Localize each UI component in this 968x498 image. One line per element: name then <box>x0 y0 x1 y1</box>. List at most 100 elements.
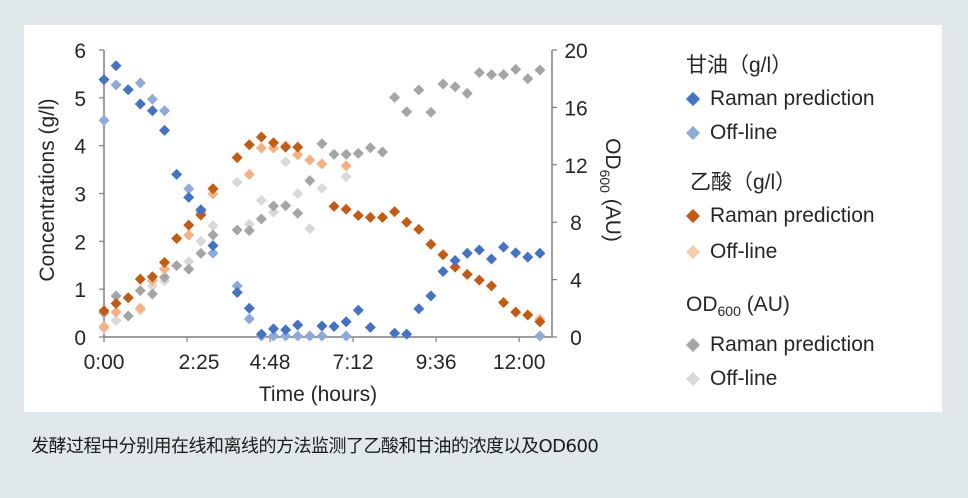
data-point <box>389 91 401 103</box>
data-point <box>231 280 243 292</box>
data-point <box>425 290 437 302</box>
data-point <box>316 158 328 170</box>
data-point <box>268 330 280 342</box>
x-tick-label: 9:36 <box>416 351 457 374</box>
y2-tick-label: 12 <box>564 155 587 178</box>
data-point <box>352 210 364 222</box>
legend-item-glycerol-offline: Off-line <box>685 121 777 145</box>
data-point <box>134 77 146 89</box>
diamond-marker-icon <box>685 208 701 224</box>
data-point <box>159 263 171 275</box>
data-point <box>207 247 219 259</box>
data-point <box>425 106 437 118</box>
data-point <box>376 211 388 223</box>
data-point <box>510 247 522 259</box>
data-point <box>304 175 316 187</box>
data-point <box>316 320 328 332</box>
y2-axis-label: OD600 (AU) <box>597 138 624 242</box>
data-point <box>231 152 243 164</box>
data-point <box>255 328 267 340</box>
legend-item-od-raman: Raman prediction <box>685 333 875 357</box>
data-point <box>159 105 171 117</box>
series-乙酸-raman-prediction <box>98 131 546 328</box>
data-point <box>146 280 158 292</box>
data-point <box>316 330 328 342</box>
y-tick-label: 3 <box>74 184 86 207</box>
data-point <box>304 330 316 342</box>
y2-tick-label: 20 <box>564 40 587 63</box>
data-point <box>437 249 449 261</box>
data-point <box>389 327 401 339</box>
y-tick-label: 6 <box>74 40 86 63</box>
data-point <box>522 73 534 85</box>
data-point <box>171 168 183 180</box>
data-point <box>437 265 449 277</box>
data-point <box>292 149 304 161</box>
data-point <box>292 207 304 219</box>
data-point <box>255 142 267 154</box>
data-point <box>473 274 485 286</box>
legend-label: Raman prediction <box>710 87 875 110</box>
data-point <box>183 256 195 268</box>
data-point <box>316 138 328 150</box>
data-point <box>522 309 534 321</box>
data-point <box>485 69 497 81</box>
data-point <box>268 137 280 149</box>
diamond-marker-icon <box>685 125 701 141</box>
data-point <box>401 328 413 340</box>
data-point <box>122 84 134 96</box>
data-point <box>146 93 158 105</box>
data-point <box>292 330 304 342</box>
data-point <box>498 241 510 253</box>
y2-tick-label: 8 <box>570 212 582 235</box>
diamond-marker-icon <box>685 244 701 260</box>
data-point <box>183 191 195 203</box>
data-point <box>255 194 267 206</box>
y-axis-label: Concentrations (g/l) <box>36 98 59 281</box>
data-point <box>292 188 304 200</box>
legend-title-sub: 600 <box>717 303 741 320</box>
diamond-marker-icon <box>685 371 701 387</box>
data-point <box>268 323 280 335</box>
data-point <box>292 141 304 153</box>
data-point <box>292 319 304 331</box>
data-point <box>183 263 195 275</box>
data-point <box>268 206 280 218</box>
figure-caption: 发酵过程中分别用在线和离线的方法监测了乙酸和甘油的浓度以及OD600 <box>31 436 599 457</box>
data-point <box>146 288 158 300</box>
y-tick-label: 4 <box>74 136 86 159</box>
data-point <box>376 146 388 158</box>
y2-label-sub: 600 <box>597 170 613 194</box>
data-point <box>231 224 243 236</box>
legend-label: Off-line <box>710 240 778 263</box>
diamond-marker-icon <box>685 91 701 107</box>
data-point <box>328 148 340 160</box>
x-tick-label: 12:00 <box>493 351 546 374</box>
data-point <box>340 330 352 342</box>
data-point <box>183 183 195 195</box>
data-point <box>268 200 280 212</box>
data-point <box>159 271 171 283</box>
diamond-marker-icon <box>685 337 701 353</box>
data-point <box>461 87 473 99</box>
data-point <box>316 182 328 194</box>
data-point <box>328 320 340 332</box>
data-point <box>280 156 292 168</box>
data-point <box>110 60 122 72</box>
data-point <box>255 131 267 143</box>
data-point <box>122 292 134 304</box>
data-point <box>207 220 219 232</box>
data-point <box>304 154 316 166</box>
data-point <box>473 67 485 79</box>
data-point <box>98 114 110 126</box>
data-point <box>146 271 158 283</box>
legend-item-glycerol-raman: Raman prediction <box>685 87 875 111</box>
data-point <box>231 287 243 299</box>
data-point <box>461 268 473 280</box>
data-point <box>534 330 546 342</box>
y2-label-unit: (AU) <box>601 193 624 242</box>
data-point <box>110 306 122 318</box>
y2-tick-label: 4 <box>570 270 582 293</box>
data-point <box>110 298 122 310</box>
data-point <box>280 200 292 212</box>
